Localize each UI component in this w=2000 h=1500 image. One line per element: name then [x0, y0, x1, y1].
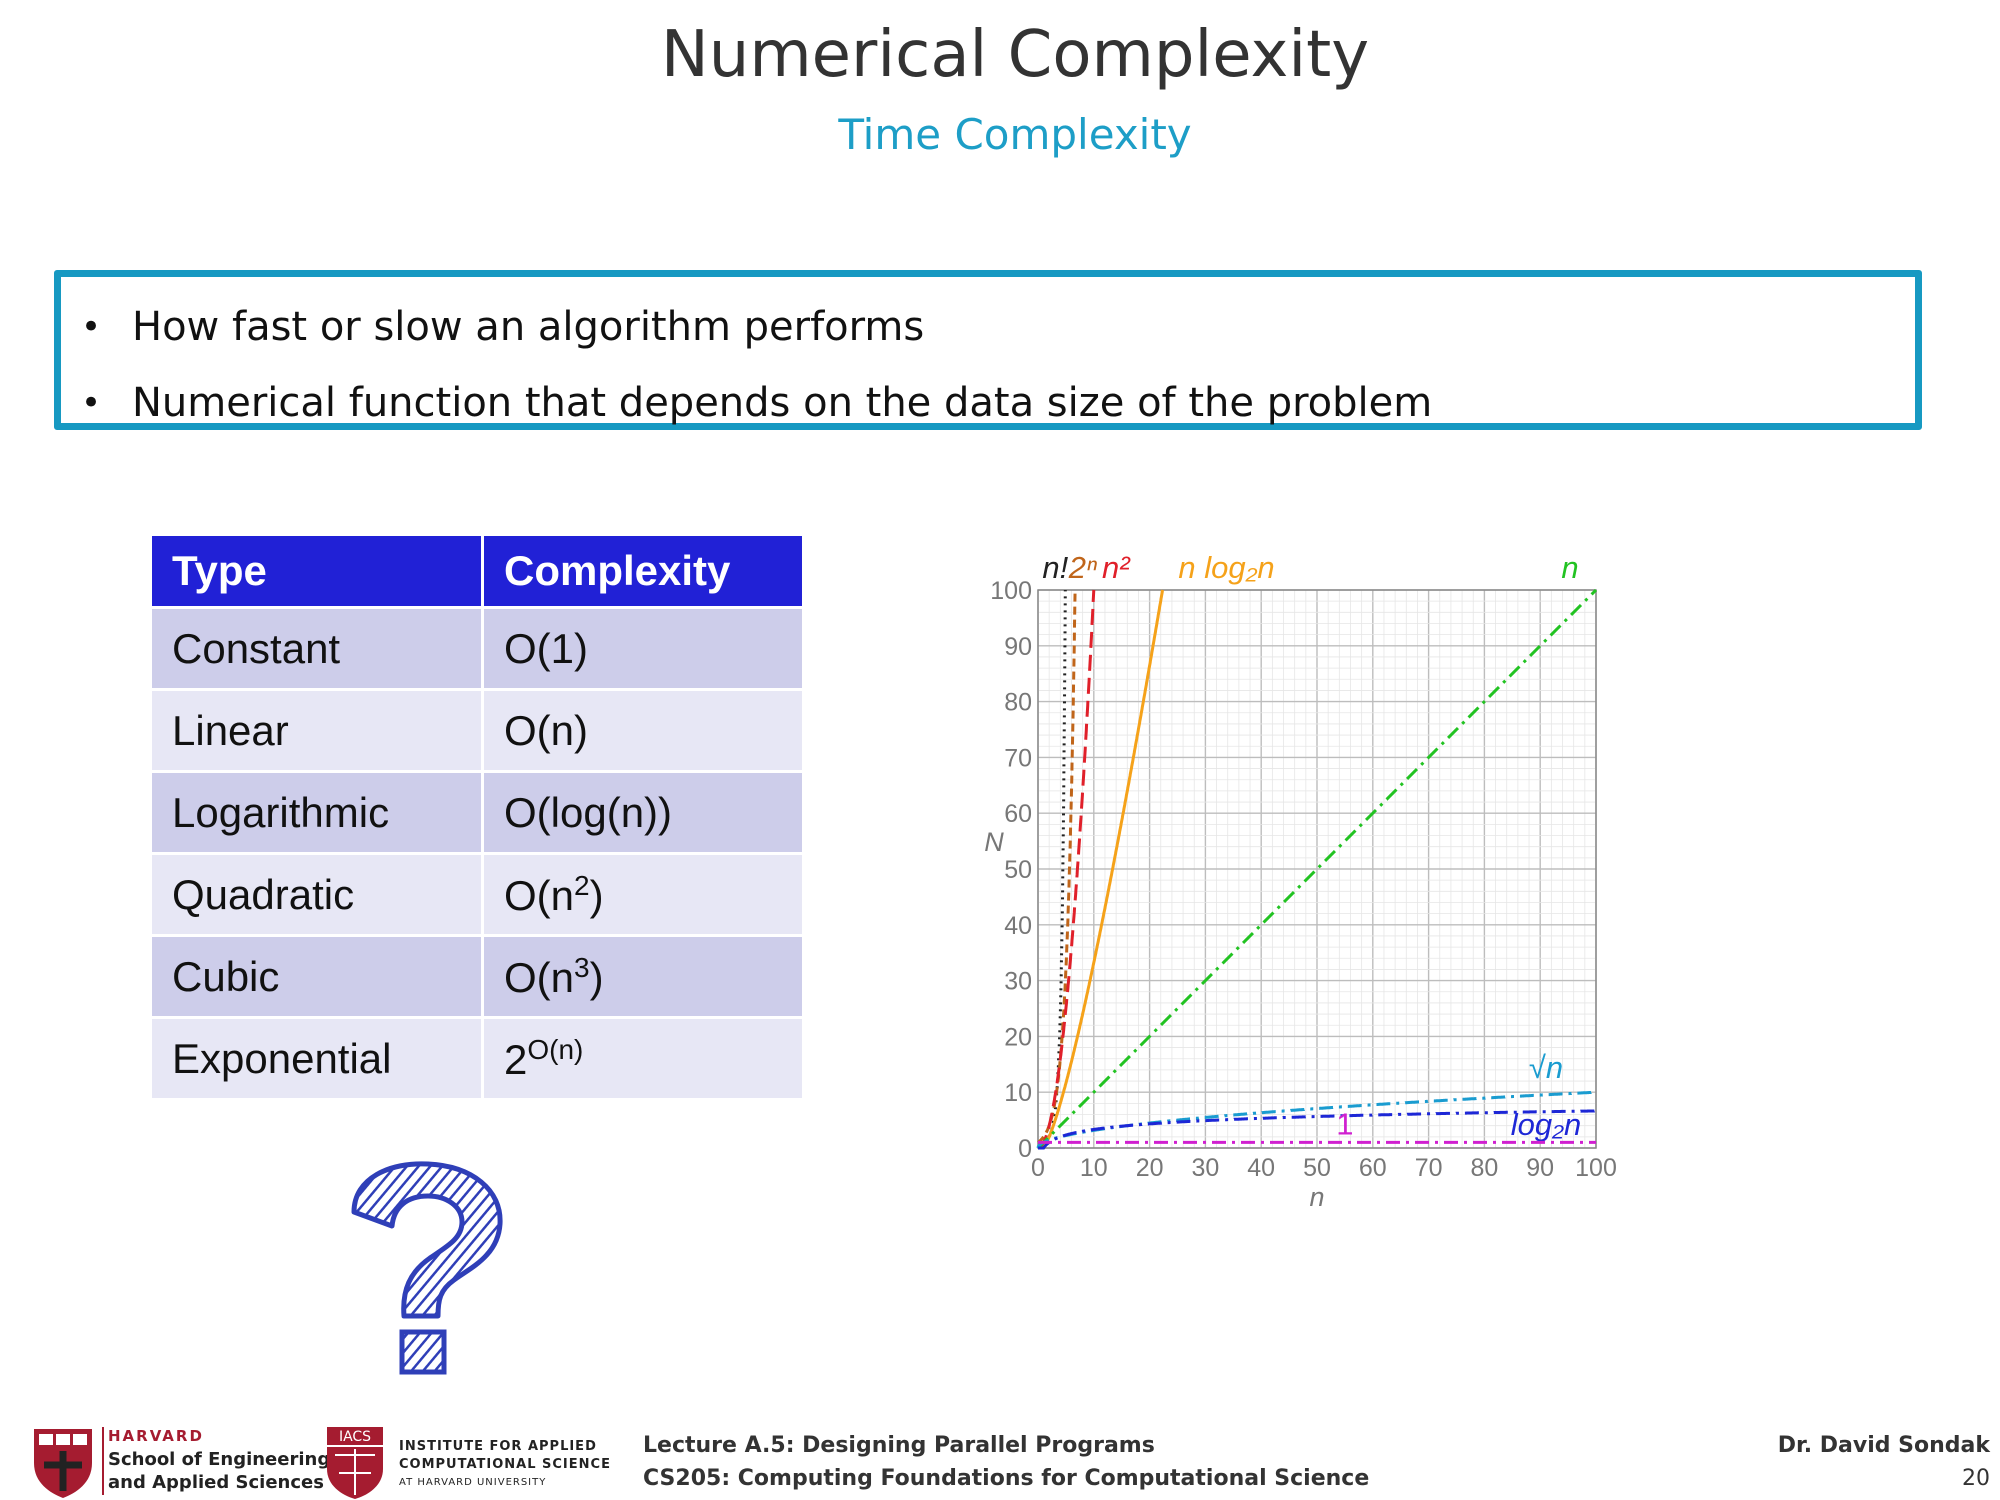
header-complexity: Complexity — [484, 536, 805, 609]
table-header-row: Type Complexity — [152, 536, 805, 609]
complexity-base: O(n — [504, 953, 575, 1001]
cell-type: Cubic — [152, 937, 484, 1019]
bullet-item: • How fast or slow an algorithm performs — [61, 289, 1915, 365]
cell-complexity: O(1) — [484, 609, 805, 691]
cell-type: Exponential — [152, 1019, 484, 1101]
table-row: Quadratic O(n2) — [152, 855, 805, 937]
cell-type: Linear — [152, 691, 484, 773]
series-label: 2ⁿ — [1068, 550, 1098, 585]
course-title: CS205: Computing Foundations for Computa… — [643, 1466, 1370, 1491]
y-tick-label: 10 — [1004, 1079, 1032, 1107]
complexity-base: 2 — [504, 1035, 528, 1083]
y-tick-label: 100 — [990, 577, 1032, 605]
author-name: Dr. David Sondak — [1777, 1433, 1990, 1458]
harvard-seas-logo: HARVARD School of Engineering and Applie… — [30, 1425, 330, 1500]
x-tick-label: 50 — [1303, 1154, 1331, 1182]
bullet-dot: • — [81, 307, 102, 347]
plot-frame — [1037, 589, 1597, 1149]
cell-complexity: O(log(n)) — [484, 773, 805, 855]
y-tick-label: 90 — [1004, 633, 1032, 661]
bullet-text: Numerical function that depends on the d… — [132, 380, 1433, 426]
x-tick-label: 10 — [1080, 1154, 1108, 1182]
seas-line-2: and Applied Sciences — [108, 1472, 324, 1493]
iacs-line-1: INSTITUTE FOR APPLIED — [399, 1439, 597, 1454]
cell-type: Constant — [152, 609, 484, 691]
complexity-base: O(n) — [504, 706, 588, 754]
complexity-exponent: 2 — [574, 869, 590, 901]
series-line — [1038, 1109, 1596, 1150]
series-label: √n — [1529, 1050, 1563, 1085]
x-tick-label: 0 — [1031, 1154, 1045, 1182]
y-tick-label: 70 — [1004, 744, 1032, 772]
bullet-text: How fast or slow an algorithm performs — [132, 304, 925, 350]
series-label: log₂n — [1511, 1107, 1581, 1142]
cell-complexity: O(n2) — [484, 855, 805, 937]
iacs-line-3: AT HARVARD UNIVERSITY — [399, 1477, 547, 1488]
iacs-line-2: COMPUTATIONAL SCIENCE — [399, 1457, 611, 1472]
harvard-shield-icon — [34, 1429, 92, 1498]
complexity-tail: ) — [589, 871, 604, 919]
iacs-logo: IACS INSTITUTE FOR APPLIED COMPUTATIONAL… — [325, 1425, 615, 1500]
complexity-table: Type Complexity Constant O(1) Linear O(n… — [152, 536, 805, 1101]
bullet-box: • How fast or slow an algorithm performs … — [54, 270, 1922, 430]
x-tick-label: 90 — [1526, 1154, 1554, 1182]
series-label: n! — [1042, 550, 1068, 585]
header-type: Type — [152, 536, 484, 609]
complexity-tail: ) — [589, 953, 604, 1001]
x-tick-label: 100 — [1575, 1154, 1617, 1182]
x-tick-label: 40 — [1247, 1154, 1275, 1182]
y-axis-label: N — [984, 827, 1004, 857]
seas-line-1: School of Engineering — [108, 1449, 331, 1470]
cell-complexity: O(n3) — [484, 937, 805, 1019]
complexity-chart: 0 10 20 30 40 50 60 70 80 90 100 0 10 20 30 40 50 60 70 80 9… — [984, 550, 1617, 1212]
x-tick-label: 70 — [1415, 1154, 1443, 1182]
series-line — [1037, 589, 1096, 1150]
iacs-badge-text: IACS — [339, 1429, 371, 1445]
series-line — [1038, 589, 1164, 1150]
x-axis-label: n — [1309, 1182, 1324, 1212]
complexity-base: O(n — [504, 871, 575, 919]
y-tick-label: 50 — [1004, 856, 1032, 884]
x-tick-label: 60 — [1359, 1154, 1387, 1182]
complexity-exponent: O(n) — [527, 1033, 584, 1065]
complexity-base: O(log(n)) — [504, 788, 673, 836]
complexity-base: O(1) — [504, 624, 588, 672]
iacs-shield-icon: IACS — [327, 1427, 383, 1499]
series-label: n log₂n — [1178, 550, 1274, 585]
bullet-dot: • — [81, 383, 102, 423]
cell-complexity: 2O(n) — [484, 1019, 805, 1101]
y-tick-label: 40 — [1004, 912, 1032, 940]
cell-type: Logarithmic — [152, 773, 484, 855]
table-row: Exponential 2O(n) — [152, 1019, 805, 1101]
y-tick-label: 0 — [1018, 1135, 1032, 1163]
question-mark-icon — [351, 1161, 503, 1375]
table-row: Linear O(n) — [152, 691, 805, 773]
y-tick-label: 20 — [1004, 1023, 1032, 1051]
page-number: 20 — [1962, 1466, 1990, 1491]
bullet-list: • How fast or slow an algorithm performs … — [61, 277, 1915, 441]
complexity-exponent: 3 — [574, 951, 590, 983]
x-tick-label: 80 — [1470, 1154, 1498, 1182]
series-label: 1 — [1336, 1106, 1353, 1141]
y-tick-label: 60 — [1004, 800, 1032, 828]
x-tick-label: 20 — [1136, 1154, 1164, 1182]
table-row: Logarithmic O(log(n)) — [152, 773, 805, 855]
harvard-wordmark: HARVARD — [108, 1427, 204, 1445]
cell-type: Quadratic — [152, 855, 484, 937]
y-tick-label: 80 — [1004, 689, 1032, 717]
y-tick-label: 30 — [1004, 968, 1032, 996]
footer: HARVARD School of Engineering and Applie… — [0, 1425, 2000, 1500]
logo-divider — [102, 1427, 104, 1495]
slide-title: Numerical Complexity — [660, 18, 1370, 92]
cell-complexity: O(n) — [484, 691, 805, 773]
table-row: Constant O(1) — [152, 609, 805, 691]
table-row: Cubic O(n3) — [152, 937, 805, 1019]
bullet-item: • Numerical function that depends on the … — [61, 365, 1915, 441]
lecture-title: Lecture A.5: Designing Parallel Programs — [643, 1433, 1155, 1458]
slide-subtitle: Time Complexity — [838, 110, 1192, 159]
series-label: n² — [1102, 550, 1131, 585]
series-label: n — [1561, 550, 1578, 585]
x-tick-label: 30 — [1191, 1154, 1219, 1182]
